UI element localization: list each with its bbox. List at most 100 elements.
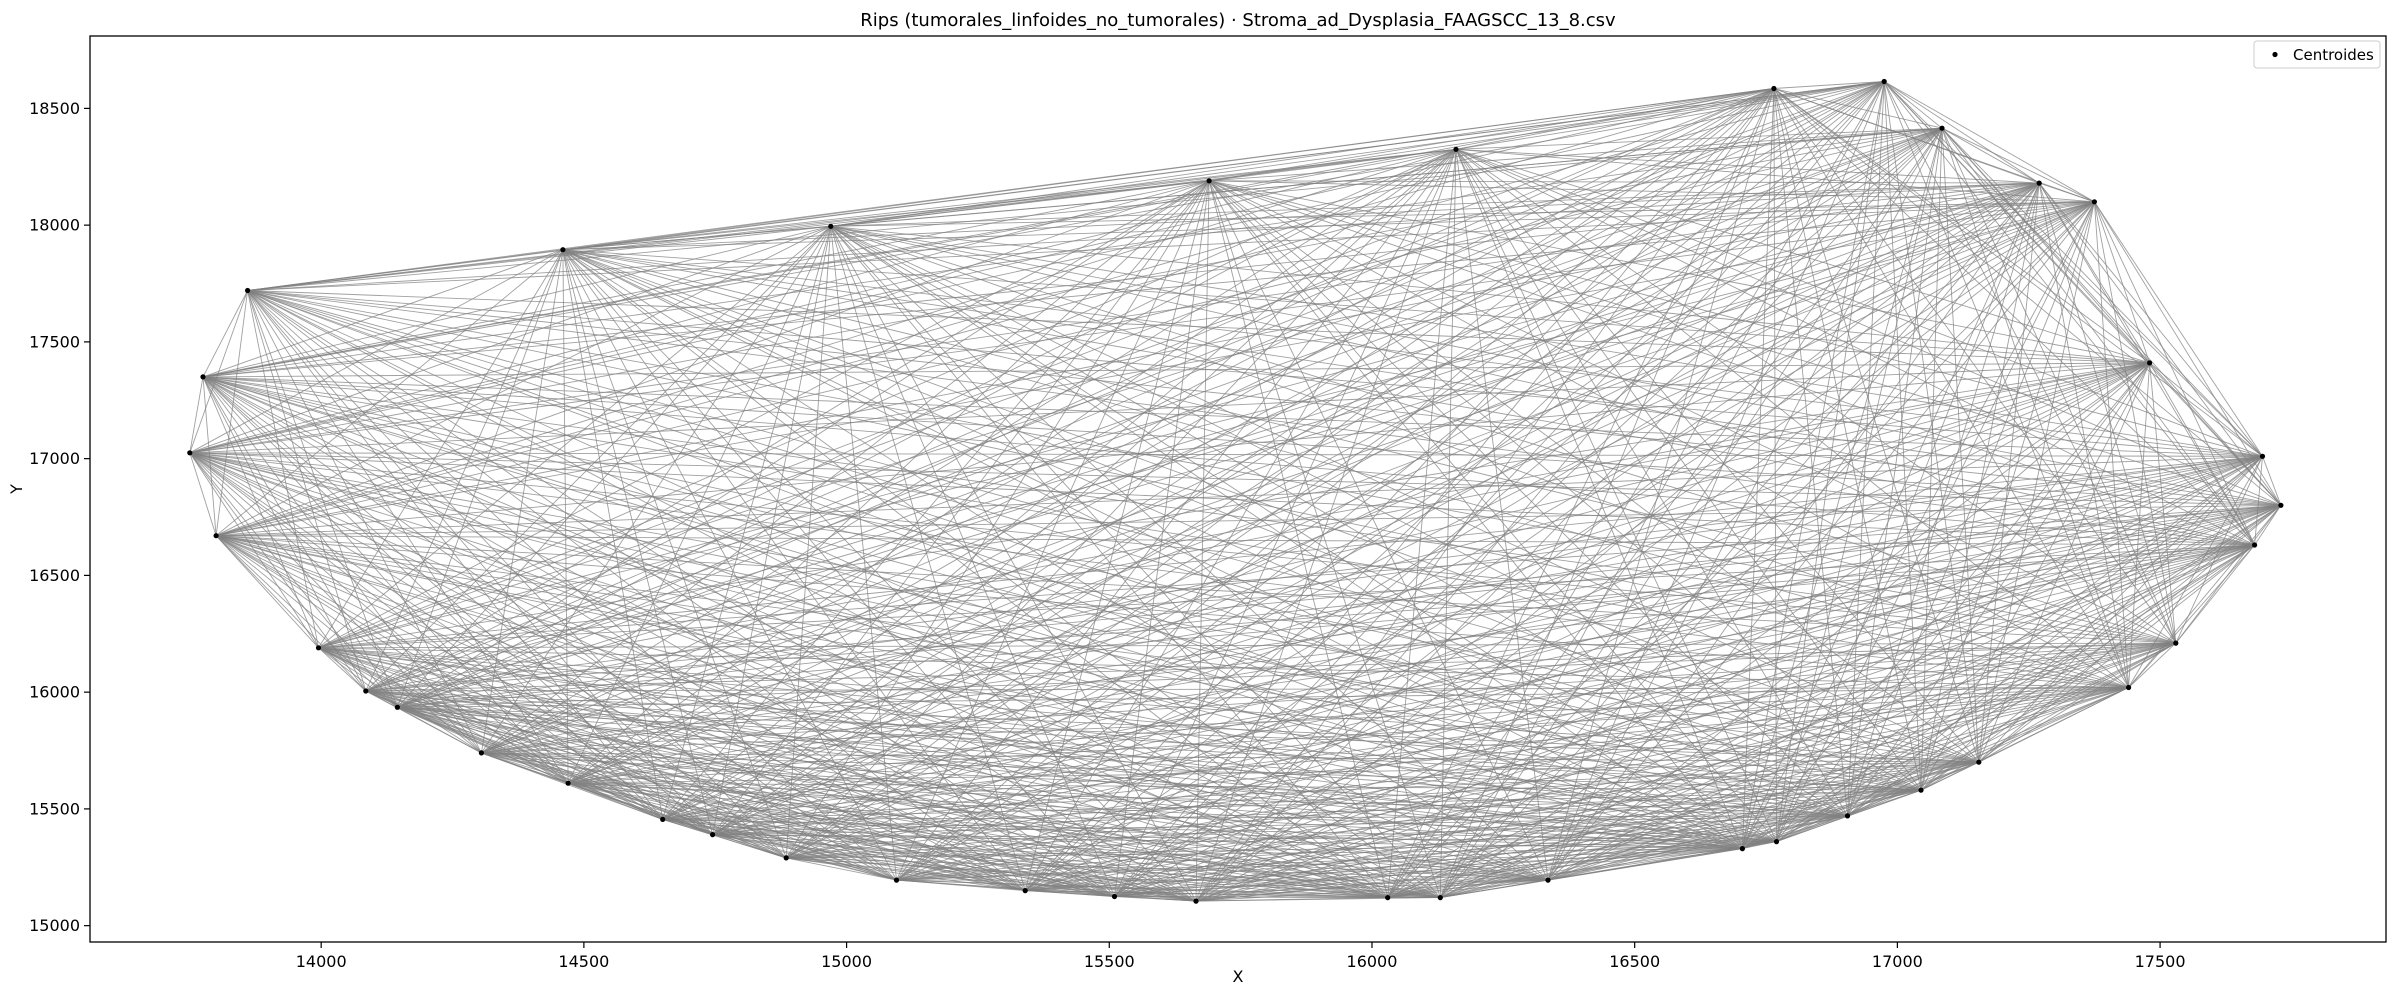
rips-edge (481, 544, 2255, 754)
centroid-point-8 (560, 247, 566, 253)
rips-edge (896, 879, 1441, 899)
rips-edge (2149, 362, 2255, 546)
rips-edge (786, 761, 1979, 859)
rips-edge (562, 249, 1197, 902)
rips-edge (1773, 88, 1943, 129)
rips-edge (1776, 362, 2150, 842)
rips-edge (786, 841, 1777, 859)
rips-edge (1114, 455, 2263, 897)
rips-edge (1776, 544, 2255, 842)
rips-edge (1114, 182, 2040, 897)
rips-edge (1455, 148, 2177, 644)
rips-edge (562, 249, 1549, 881)
rips-edge (365, 81, 1885, 692)
centroid-point-26 (1844, 813, 1851, 819)
rips-edge (1883, 81, 2130, 688)
rips-edge (1209, 88, 1774, 182)
rips-edge (247, 290, 1777, 843)
rips-edge (1547, 642, 2176, 881)
rips-edge (830, 148, 1457, 227)
rips-edge (1208, 180, 1389, 898)
rips-edge (1387, 182, 2040, 898)
centroid-point-18 (1206, 178, 1212, 184)
centroid-point-0 (187, 450, 193, 456)
x-tick-label: 17500 (2135, 952, 2186, 971)
rips-edge (1024, 180, 1210, 891)
rips-edge (830, 226, 1115, 897)
rips-edge (830, 225, 2263, 457)
rips-edge (1025, 761, 1979, 892)
centroid-point-37 (2259, 453, 2266, 459)
rips-edge (318, 249, 564, 649)
rips-edge (896, 201, 2095, 881)
rips-edge (1941, 127, 2255, 546)
centroid-point-5 (363, 688, 369, 694)
rips-edge (202, 81, 1885, 378)
rips-edge (662, 180, 1210, 820)
rips-edge (1209, 148, 1457, 182)
rips-edge (1209, 180, 2095, 203)
centroid-point-34 (2147, 360, 2153, 366)
rips-edge (189, 452, 2176, 644)
rips-edge (662, 544, 2255, 820)
rips-edge (397, 706, 1777, 843)
rips-edge (1455, 148, 2263, 457)
rips-edge (1025, 890, 1441, 899)
rips-edge (1547, 761, 1979, 881)
rips-edge (216, 535, 1743, 850)
rips-edge (481, 201, 2095, 754)
rips-edge (1773, 88, 2177, 644)
rips-edge (318, 647, 1197, 902)
y-axis-label: Y (7, 484, 26, 495)
rips-edge (896, 81, 1885, 881)
rips-edge (2094, 201, 2263, 457)
centroid-point-3 (245, 287, 251, 294)
rips-edge (1195, 504, 2282, 902)
x-tick-label: 15500 (1084, 952, 1135, 971)
rips-edge (365, 690, 1743, 850)
rips-edge (562, 249, 897, 881)
rips-edge (830, 225, 1743, 849)
rips-edge (1114, 896, 1197, 902)
rips-edge (2262, 456, 2282, 506)
rips-edge (1978, 455, 2263, 763)
rips-edge (1920, 128, 1943, 791)
rips-edge (1440, 504, 2282, 899)
rips-edge (830, 225, 1777, 842)
rips-edge (1776, 687, 2129, 843)
rips-edge (2038, 182, 2263, 457)
rips-edge (1209, 81, 1885, 182)
rips-edge (785, 226, 832, 858)
rips-edge (562, 180, 1210, 251)
legend-marker (2272, 51, 2278, 58)
rips-edge (247, 290, 398, 708)
rips-edge (712, 642, 2176, 836)
rips-edge (1941, 128, 2130, 688)
rips-edge (202, 290, 248, 378)
rips-edge (481, 81, 1885, 754)
rips-edge (247, 127, 1943, 291)
rips-edge (318, 225, 832, 649)
rips-edge (202, 376, 2176, 644)
rips-edge (215, 535, 319, 649)
rips-edge (1742, 455, 2263, 849)
rips-edge (785, 182, 2040, 859)
rips-edge (785, 148, 1457, 859)
rips-edge (1195, 201, 2095, 902)
rips-edge (2038, 182, 2282, 506)
legend-label: Centroides (2293, 46, 2374, 64)
y-tick-label: 16500 (29, 566, 80, 585)
rips-edge (830, 81, 1885, 227)
centroid-point-2 (213, 533, 219, 539)
rips-edge (562, 88, 1774, 251)
rips-edge (2093, 201, 2151, 364)
rips-edge (567, 127, 1943, 784)
chart-title: Rips (tumorales_linfoides_no_tumorales) … (860, 10, 1616, 31)
rips-edge (1883, 81, 1922, 791)
rips-edge (1742, 504, 2282, 849)
x-tick-label: 16500 (1609, 952, 1660, 971)
rips-edge (2093, 201, 2256, 546)
rips-edge (1024, 81, 1885, 891)
rips-edge (562, 249, 1743, 850)
